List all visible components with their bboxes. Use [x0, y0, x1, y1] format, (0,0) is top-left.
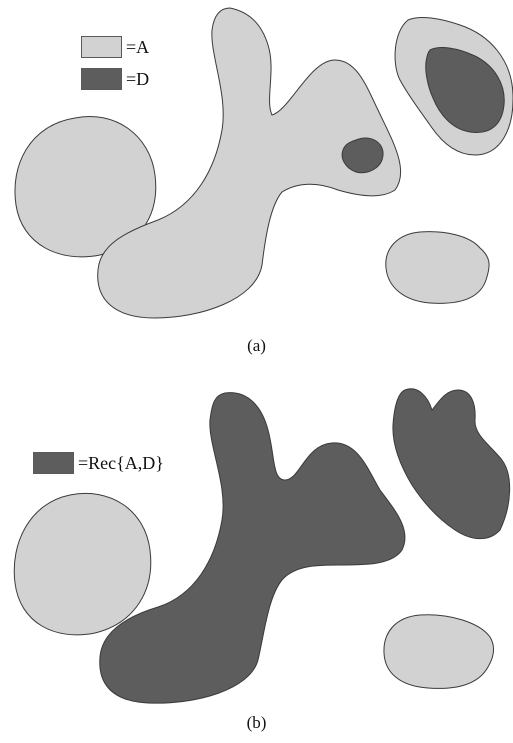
region-rec-top-right-shape	[392, 388, 511, 540]
caption-b: (b)	[246, 713, 267, 732]
region-a-left-blob	[14, 116, 157, 258]
panel-a: =A =D	[0, 0, 513, 335]
legend-item-d: =D	[81, 68, 149, 90]
panel-b-canvas	[13, 388, 511, 704]
region-a-bottom-right-blob	[385, 231, 490, 304]
legend-swatch-rec	[33, 452, 74, 474]
panel-a-canvas	[14, 7, 513, 319]
region-rec-central-shape	[99, 392, 406, 704]
region-d-small-blob	[341, 137, 384, 174]
region-a-bottom-right-blob-b	[383, 614, 495, 689]
legend-swatch-a	[81, 36, 122, 58]
region-d-top-right-blob	[425, 47, 505, 134]
legend-label-rec: =Rec{A,D}	[78, 452, 164, 473]
panel-b: =Rec{A,D}	[0, 385, 513, 705]
region-a-left-blob-b	[13, 493, 152, 636]
legend-item-a: =A	[81, 36, 149, 58]
region-a-central-shape	[97, 7, 402, 319]
legend-swatch-d	[81, 68, 122, 90]
legend-label-a: =A	[126, 36, 150, 57]
legend-label-d: =D	[126, 68, 150, 89]
legend-item-rec: =Rec{A,D}	[33, 452, 164, 474]
caption-a: (a)	[247, 336, 266, 355]
